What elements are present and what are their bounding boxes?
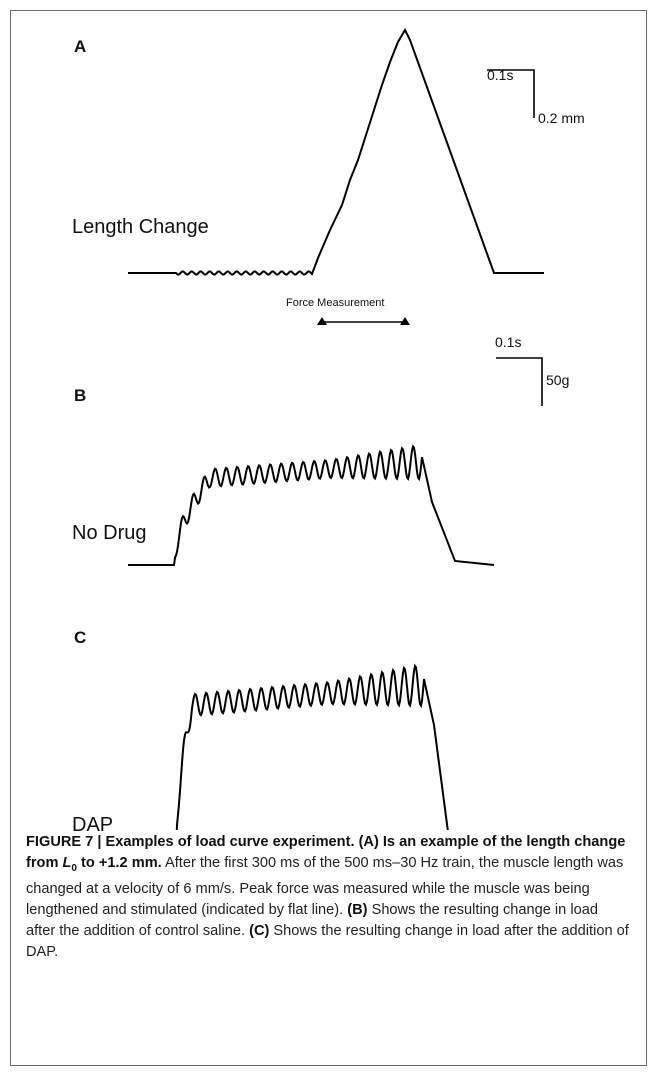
scale-amp-a: 0.2 mm [538,110,585,126]
panel-b-letter: B [74,386,87,405]
caption-l-subscript: 0 [71,862,77,874]
length-change-trace [128,27,544,276]
figure-traces [128,27,544,830]
figure-frame [10,10,647,1066]
scale-time-b: 0.1s [495,334,522,350]
caption-a-end: to +1.2 mm. [76,855,162,871]
caption-title: FIGURE 7 | Examples of load curve experi… [26,834,359,850]
caption-ref-a: (A) [358,834,379,850]
figure-caption: FIGURE 7 | Examples of load curve experi… [26,832,631,963]
dap-label: DAP [72,814,114,836]
no-drug-label: No Drug [72,522,147,544]
no-drug-force-trace [128,444,495,566]
scale-bar-b [496,357,543,406]
caption-b-text: Shows the resulting change in load after… [26,901,598,939]
scale-amp-b: 50g [546,372,570,388]
caption-a-text: Is an example of the length change from [26,834,626,871]
caption-ref-b: (B) [347,901,368,918]
panel-a-letter: A [74,37,87,56]
force-measurement-label: Force Measurement [286,297,385,309]
force-marker-left [317,317,327,325]
caption-ref-c: (C) [249,922,270,939]
dap-force-trace [175,663,449,830]
scale-bar-a [487,69,535,118]
length-change-label: Length Change [72,216,209,238]
panel-c-letter: C [74,628,87,647]
caption-c-text: Shows the resulting change in load after… [26,922,629,960]
scale-time-a: 0.1s [487,67,514,83]
caption-body: After the first 300 ms of the 500 ms–30 … [26,855,624,918]
caption-l-symbol: L [62,855,72,871]
force-marker-right [400,317,410,325]
